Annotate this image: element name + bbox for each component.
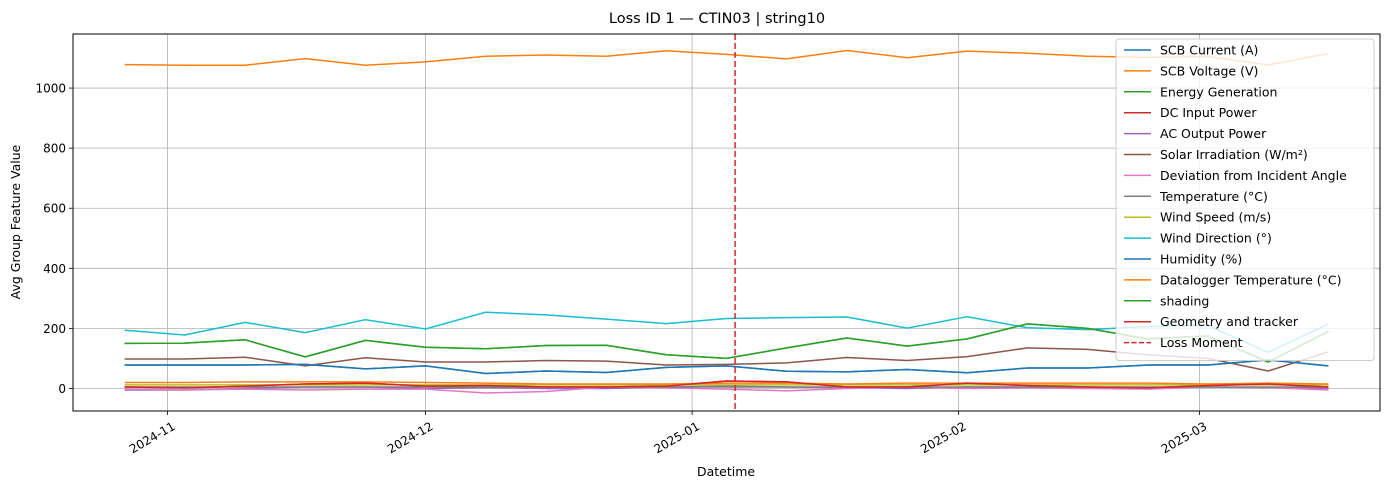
y-axis: 0 200 400 600 800 1000 [35, 82, 73, 396]
legend-label: Humidity (%) [1160, 252, 1242, 267]
y-tick-label: 600 [43, 202, 66, 216]
series-line [124, 359, 1329, 375]
legend-label: Datalogger Temperature (°C) [1160, 272, 1342, 287]
legend-label: Solar Irradiation (W/m²) [1160, 147, 1308, 162]
y-tick-label: 0 [58, 382, 66, 396]
legend-label: AC Output Power [1160, 126, 1267, 141]
legend-label: shading [1160, 293, 1209, 308]
x-tick-label: 2025-02 [918, 419, 968, 456]
series-line [124, 381, 1329, 385]
legend-label: DC Input Power [1160, 105, 1257, 120]
series-line [124, 386, 1329, 394]
plot-frame [72, 33, 1381, 412]
chart-title: Loss ID 1 — CTIN03 | string10 [609, 11, 825, 27]
legend-label: Loss Moment [1160, 335, 1243, 350]
legend-label: Wind Speed (m/s) [1160, 210, 1271, 225]
x-axis-label: Datetime [697, 464, 755, 479]
legend-label: Geometry and tracker [1160, 314, 1299, 329]
x-tick-label: 2024-11 [127, 419, 177, 456]
legend: SCB Current (A) SCB Voltage (V) Energy Gen… [1115, 38, 1375, 361]
y-tick-label: 200 [43, 322, 66, 336]
legend-label: Wind Direction (°) [1160, 231, 1272, 246]
y-axis-label: Avg Group Feature Value [8, 144, 23, 299]
y-tick-label: 800 [43, 142, 66, 156]
legend-label: SCB Voltage (V) [1160, 63, 1258, 78]
legend-label: Temperature (°C) [1159, 189, 1268, 204]
legend-box [1115, 38, 1375, 361]
legend-label: Energy Generation [1160, 84, 1277, 99]
x-tick-label: 2025-03 [1159, 419, 1209, 456]
x-tick-label: 2024-12 [385, 419, 435, 456]
x-tick-label: 2025-01 [652, 419, 702, 456]
legend-label: SCB Current (A) [1160, 43, 1258, 58]
y-tick-label: 400 [43, 262, 66, 276]
x-axis: 2024-11 2024-12 2025-01 2025-02 2025-03 [127, 411, 1209, 456]
series-line [124, 380, 1329, 389]
y-tick-label: 1000 [35, 82, 66, 96]
series-line [124, 359, 1329, 375]
legend-label: Deviation from Incident Angle [1160, 168, 1347, 183]
